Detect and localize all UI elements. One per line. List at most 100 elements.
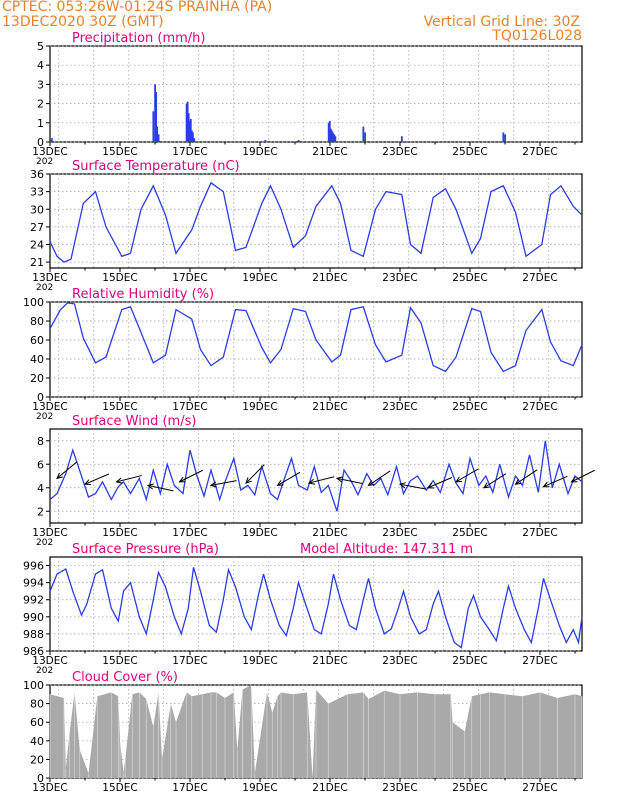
panel-title: Surface Wind (m/s) [72, 414, 196, 429]
precip-bar [152, 111, 155, 142]
wind-arrowhead [426, 482, 435, 489]
precip-bar [333, 134, 336, 142]
panel-0 [46, 45, 583, 146]
wind-arrow [277, 471, 301, 486]
x-tick-label: 21DEC [312, 272, 347, 284]
wind-arrow [515, 469, 538, 485]
precip-bar [400, 136, 403, 142]
year-label: 202 [36, 412, 53, 422]
precip-bar [189, 118, 192, 142]
x-tick-label: 13DEC [32, 401, 67, 413]
x-tick-label: 25DEC [452, 146, 487, 158]
precip-bar [156, 126, 159, 142]
y-tick-label: 27 [30, 221, 44, 234]
y-tick-label: 996 [23, 560, 44, 573]
precip-bar [50, 138, 53, 142]
wind-arrow [210, 480, 237, 486]
precip-bar [155, 92, 158, 142]
x-tick-label: 15DEC [102, 272, 137, 284]
precip-bar [504, 134, 506, 142]
station-info: CPTEC: 053:26W-01:24S PRAINHA (PA) [2, 0, 273, 15]
wind-arrowhead [115, 477, 123, 484]
wind-arrowhead [56, 472, 63, 480]
panel-title: Surface Pressure (hPa) [72, 542, 219, 557]
panel-1 [46, 173, 583, 272]
wind-arrow [147, 484, 174, 492]
panel-4 [46, 556, 583, 655]
precip-bar [332, 132, 334, 142]
x-tick-label: 21DEC [312, 527, 347, 539]
y-tick-label: 3 [37, 78, 44, 91]
y-tick-label: 990 [23, 611, 44, 624]
precip-bar [193, 138, 196, 142]
y-tick-label: 40 [30, 735, 44, 748]
wind-arrow [84, 473, 110, 485]
precip-bar [297, 140, 300, 142]
x-tick-label: 23DEC [382, 401, 417, 413]
y-tick-label: 2 [37, 98, 44, 111]
wind-arrowhead [209, 481, 217, 488]
wind-arrow [455, 468, 479, 483]
x-tick-label: 23DEC [382, 655, 417, 667]
wind-arrowhead [245, 477, 252, 484]
x-tick-label: 17DEC [172, 527, 207, 539]
y-tick-label: 24 [30, 239, 44, 252]
wind-arrowhead [514, 478, 522, 485]
x-tick-label: 19DEC [242, 272, 277, 284]
precip-bar [502, 132, 505, 142]
x-tick-label: 21DEC [312, 782, 347, 794]
wind-arrowhead [276, 480, 284, 486]
x-tick-label: 13DEC [32, 146, 67, 158]
wind-arrow [571, 469, 595, 483]
precip-bar [187, 113, 190, 142]
precip-bar [264, 140, 267, 142]
y-tick-label: 60 [30, 334, 44, 347]
wind-arrow [336, 477, 363, 484]
x-tick-label: 13DEC [32, 272, 67, 284]
y-tick-label: 80 [30, 698, 44, 711]
panel-5 [46, 684, 583, 782]
y-tick-label: 21 [30, 256, 44, 269]
x-tick-label: 23DEC [382, 527, 417, 539]
panel-title: Surface Temperature (nC) [72, 159, 240, 174]
y-tick-label: 100 [23, 296, 44, 309]
y-tick-label: 2 [37, 505, 44, 518]
wind-arrow [56, 461, 78, 479]
x-tick-label: 27DEC [522, 655, 557, 667]
panel-title: Precipitation (mm/h) [72, 31, 205, 46]
x-tick-label: 19DEC [242, 655, 277, 667]
y-tick-label: 4 [37, 482, 44, 495]
y-tick-label: 992 [23, 594, 44, 607]
panel-3 [46, 428, 595, 527]
panel-frame [49, 301, 583, 398]
precip-bar [329, 128, 332, 142]
x-tick-label: 15DEC [102, 655, 137, 667]
x-tick-label: 17DEC [172, 146, 207, 158]
x-tick-label: 17DEC [172, 782, 207, 794]
panel-frame [49, 428, 583, 524]
wind-arrow [543, 475, 568, 488]
x-tick-label: 13DEC [32, 527, 67, 539]
y-tick-label: 988 [23, 628, 44, 641]
precip-bar [192, 132, 194, 142]
wind-arrow [245, 464, 265, 484]
x-tick-label: 27DEC [522, 146, 557, 158]
wind-arrow [399, 483, 426, 490]
wind-arrowhead [83, 479, 92, 485]
x-tick-label: 25DEC [452, 272, 487, 284]
wind-arrowhead [307, 478, 315, 485]
y-tick-label: 1 [37, 117, 44, 130]
precip-bar [186, 101, 189, 142]
y-tick-label: 0 [37, 391, 44, 404]
year-label: 202 [36, 157, 53, 167]
precip-bar [185, 103, 188, 142]
x-tick-label: 15DEC [102, 782, 137, 794]
panel-title: Cloud Cover (%) [72, 670, 178, 685]
y-tick-label: 6 [37, 458, 44, 471]
wind-arrowhead [483, 482, 491, 489]
precip-bar [362, 126, 365, 142]
y-tick-label: 100 [23, 679, 44, 692]
x-tick-label: 27DEC [522, 782, 557, 794]
panel-annotation: Model Altitude: 147.311 m [300, 542, 473, 557]
x-tick-label: 25DEC [452, 655, 487, 667]
